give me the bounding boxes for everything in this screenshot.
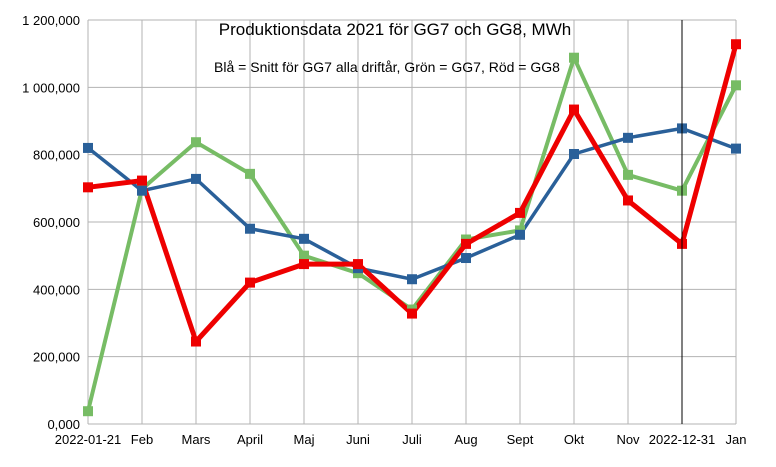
y-tick-labels: 0,000 200,000 400,000 600,000 800,000 1 000,0… xyxy=(22,13,80,432)
y-tick-label: 1 200,000 xyxy=(22,13,80,28)
data-point-blue xyxy=(461,253,471,264)
data-point-green xyxy=(83,406,93,417)
y-tick-label: 400,000 xyxy=(33,282,80,297)
data-point-red xyxy=(83,182,93,193)
data-point-red xyxy=(137,175,147,186)
x-tick-label: Juli xyxy=(402,432,422,447)
y-tick-label: 800,000 xyxy=(33,148,80,163)
data-point-red xyxy=(461,238,471,249)
data-point-blue xyxy=(623,132,633,143)
data-point-red xyxy=(191,336,201,347)
y-tick-label: 0,000 xyxy=(47,417,80,432)
data-point-blue xyxy=(299,233,309,244)
x-tick-label: Maj xyxy=(294,432,315,447)
data-point-red xyxy=(731,39,741,50)
data-point-red xyxy=(407,308,417,319)
data-point-red xyxy=(299,259,309,270)
data-point-blue xyxy=(569,148,579,159)
chart-title: Produktionsdata 2021 för GG7 och GG8, MW… xyxy=(219,20,571,39)
data-point-red xyxy=(353,259,363,270)
x-tick-label: Aug xyxy=(454,432,477,447)
x-tick-label: Feb xyxy=(131,432,153,447)
data-point-blue xyxy=(191,173,201,184)
x-tick-label: Juni xyxy=(346,432,370,447)
y-tick-label: 1 000,000 xyxy=(22,80,80,95)
x-tick-label: Mars xyxy=(182,432,211,447)
x-tick-label: Sept xyxy=(507,432,534,447)
y-tick-label: 200,000 xyxy=(33,350,80,365)
data-point-red xyxy=(569,104,579,115)
data-point-green xyxy=(245,168,255,179)
data-point-green xyxy=(299,250,309,261)
data-point-blue xyxy=(731,143,741,154)
data-point-green xyxy=(623,169,633,180)
x-tick-label: April xyxy=(237,432,263,447)
x-tick-label: Nov xyxy=(616,432,640,447)
chart-subtitle: Blå = Snitt för GG7 alla driftår, Grön =… xyxy=(214,59,560,75)
data-point-blue xyxy=(407,274,417,285)
x-tick-label: 2022-12-31 xyxy=(649,432,716,447)
x-tick-label: 2022-01-21 xyxy=(55,432,122,447)
data-point-blue xyxy=(245,223,255,234)
y-tick-label: 600,000 xyxy=(33,215,80,230)
x-tick-label: Okt xyxy=(564,432,585,447)
data-point-green xyxy=(569,52,579,63)
data-point-green xyxy=(731,80,741,91)
series-markers xyxy=(83,39,741,417)
data-point-blue xyxy=(515,229,525,240)
grid-lines xyxy=(87,19,737,425)
x-tick-label: Jan xyxy=(726,432,747,447)
x-tick-labels: 2022-01-21 Feb Mars April Maj Juni Juli Aug Sept… xyxy=(55,432,747,447)
data-point-red xyxy=(245,277,255,288)
data-point-red xyxy=(623,195,633,206)
data-point-red xyxy=(515,207,525,218)
data-point-blue xyxy=(137,185,147,196)
data-point-blue xyxy=(83,142,93,153)
data-point-green xyxy=(191,137,201,148)
